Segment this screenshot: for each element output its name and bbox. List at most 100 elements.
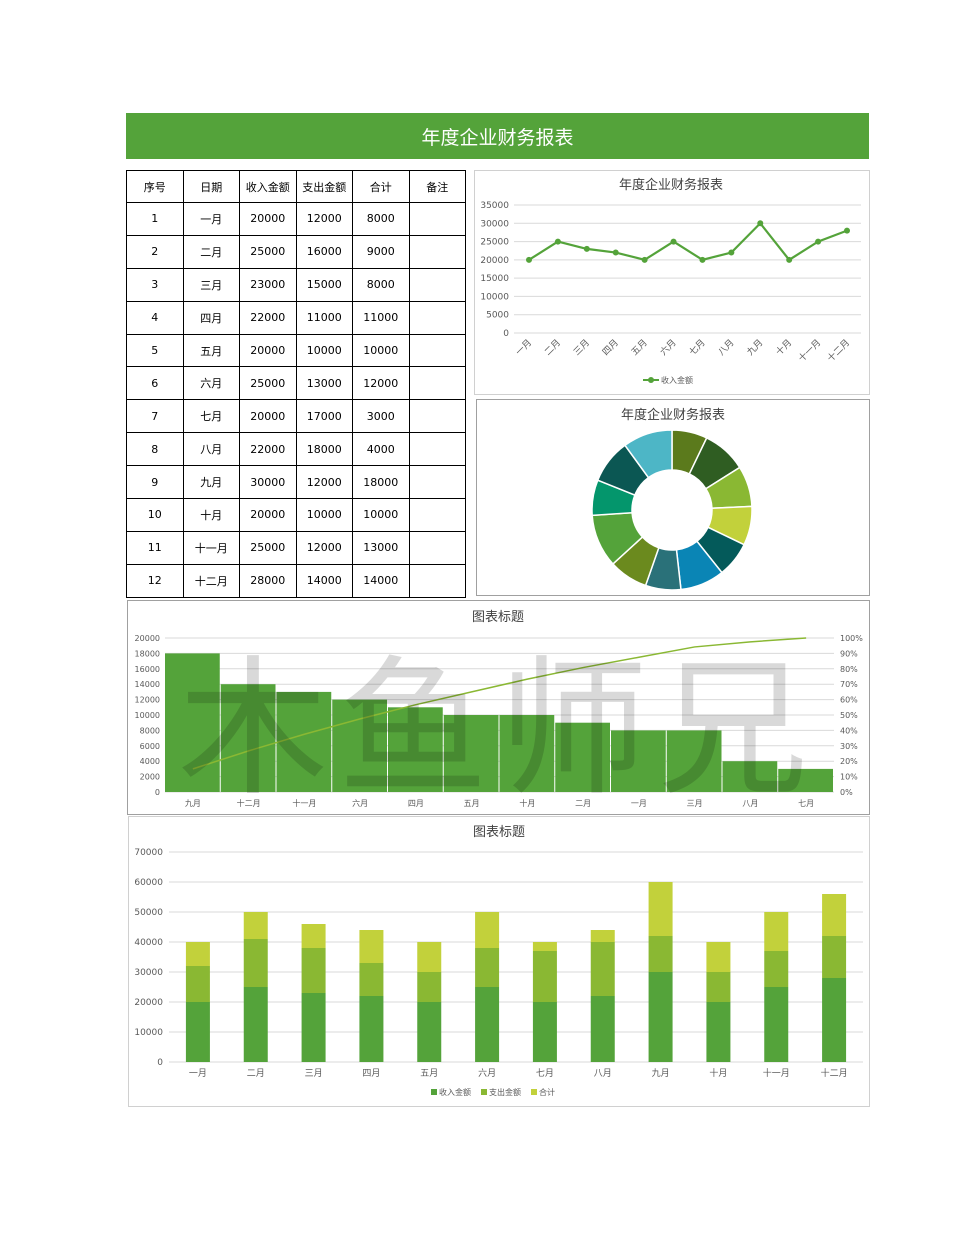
y-tick-label: 35000 (480, 201, 509, 211)
y2-tick-label: 40% (840, 726, 858, 735)
legend-label: 收入金额 (439, 1087, 471, 1097)
x-tick-label: 九月 (652, 1068, 670, 1079)
legend-label: 合计 (539, 1087, 555, 1097)
bar-segment (475, 987, 500, 1062)
pareto-chart[interactable]: 图表标题 0 0% 2000 10% 4000 20% 6000 30% 8000 40% 10000… (127, 600, 870, 815)
chart-title: 图表标题 (472, 610, 524, 625)
table-cell: 十二月 (182, 563, 240, 598)
table-cell: 5 (126, 333, 184, 368)
x-tick-label: 六月 (657, 337, 678, 358)
table-cell: 三月 (182, 267, 240, 302)
table-cell: 一月 (182, 202, 240, 236)
x-tick-label: 五月 (629, 337, 650, 358)
data-point (815, 238, 822, 245)
bar (722, 761, 778, 792)
table-cell: 20000 (239, 333, 297, 368)
table-cell: 二月 (182, 234, 240, 269)
x-tick-label: 十月 (709, 1067, 727, 1079)
y2-tick-label: 50% (840, 711, 858, 720)
x-tick-label: 六月 (352, 798, 368, 808)
chart-title: 年度企业财务报表 (619, 177, 723, 193)
data-point (757, 220, 764, 227)
table-cell: 9 (126, 465, 184, 500)
finance-table: 序号 日期 收入金额 支出金额 合计 备注 1 一月 20000 12000 8000 2 二月 250… (126, 170, 466, 598)
y-tick-label: 0 (157, 1058, 163, 1068)
x-tick-label: 四月 (408, 799, 424, 808)
y-tick-label: 30000 (480, 219, 509, 229)
y-tick-label: 25000 (480, 238, 509, 248)
stacked-bar-chart[interactable]: 图表标题 0 10000 20000 30000 40000 50000 60000 70000… (128, 816, 870, 1107)
table-cell (408, 234, 466, 269)
column-header: 合计 (352, 170, 410, 203)
x-tick-label: 一月 (514, 337, 535, 358)
bar (388, 707, 443, 792)
table-row: 9 九月 30000 12000 18000 (126, 465, 466, 500)
bar-segment (243, 912, 268, 939)
y2-tick-label: 80% (840, 665, 858, 674)
table-cell (408, 366, 466, 401)
x-tick-label: 三月 (571, 337, 592, 358)
table-cell: 14000 (295, 563, 353, 598)
bar-segment (532, 1002, 557, 1062)
y-tick-label: 5000 (486, 311, 509, 321)
legend-marker (648, 377, 654, 383)
y-tick-label: 14000 (135, 680, 160, 689)
x-tick-label: 四月 (600, 337, 621, 358)
bar-segment (359, 996, 384, 1062)
bar-segment (764, 951, 789, 987)
y-tick-label: 18000 (135, 649, 160, 658)
y2-tick-label: 30% (840, 742, 858, 751)
x-tick-label: 十月 (519, 798, 535, 808)
y-tick-label: 0 (155, 788, 160, 797)
bar-segment (475, 912, 500, 948)
table-cell: 25000 (239, 530, 297, 565)
y-tick-label: 30000 (134, 968, 163, 978)
bar-segment (648, 936, 673, 972)
bar-segment (185, 966, 210, 1002)
y2-tick-label: 100% (840, 634, 863, 643)
y-tick-label: 40000 (134, 938, 163, 948)
bar-segment (185, 942, 210, 966)
x-tick-label: 三月 (305, 1068, 323, 1079)
bar-segment (243, 939, 268, 987)
table-header-row: 序号 日期 收入金额 支出金额 合计 备注 (126, 170, 466, 203)
bar-segment (706, 1002, 731, 1062)
table-row: 8 八月 22000 18000 4000 (126, 432, 466, 467)
table-row: 3 三月 23000 15000 8000 (126, 267, 466, 302)
legend-swatch (431, 1089, 437, 1095)
data-point (526, 256, 532, 263)
y2-tick-label: 90% (840, 649, 858, 658)
table-cell: 十月 (182, 498, 240, 532)
watermark: 木鱼师兄 (178, 643, 818, 814)
x-tick-label: 四月 (362, 1068, 380, 1079)
table-cell: 8 (126, 432, 184, 467)
x-tick-label: 八月 (594, 1068, 612, 1079)
table-cell: 22000 (239, 300, 297, 335)
bar-segment (764, 912, 789, 951)
y-tick-label: 60000 (134, 878, 163, 888)
table-row: 6 六月 25000 13000 12000 (126, 366, 466, 401)
x-tick-label: 八月 (742, 799, 758, 808)
x-tick-label: 七月 (536, 1068, 554, 1079)
line-chart[interactable]: 年度企业财务报表 0 5000 10000 15000 20000 25000 30000 35… (474, 170, 870, 395)
table-row: 11 十一月 25000 12000 13000 (126, 530, 466, 565)
x-tick-label: 十一月 (763, 1067, 790, 1079)
x-tick-label: 五月 (420, 1068, 438, 1079)
table-cell: 11 (126, 530, 184, 565)
x-tick-label: 十一月 (292, 798, 316, 808)
column-header: 日期 (182, 170, 240, 203)
chart-title: 年度企业财务报表 (621, 407, 725, 423)
table-cell: 2 (126, 234, 184, 269)
table-cell: 13000 (295, 366, 353, 401)
table-cell: 9000 (352, 234, 410, 269)
table-cell (408, 530, 466, 565)
table-cell: 14000 (352, 563, 410, 598)
bar-segment (417, 942, 442, 972)
table-cell: 20000 (239, 202, 297, 236)
table-cell: 23000 (239, 267, 297, 302)
y-tick-label: 20000 (480, 256, 509, 266)
y-tick-label: 20000 (134, 998, 163, 1008)
bar-segment (590, 942, 615, 996)
donut-chart[interactable]: 年度企业财务报表 (476, 399, 870, 596)
table-cell: 九月 (182, 465, 240, 500)
